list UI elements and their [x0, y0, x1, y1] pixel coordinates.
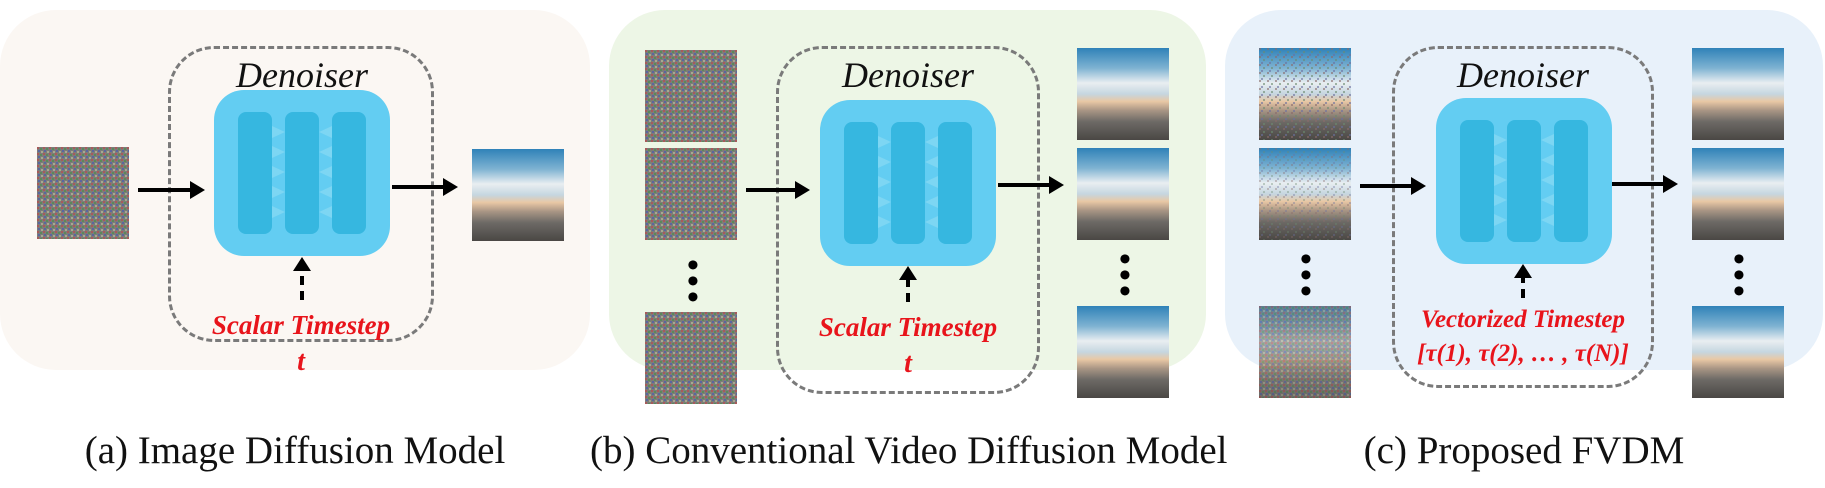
- ellipsis-vertical-icon: • • •: [1119, 241, 1131, 310]
- denoiser-box-c: [1392, 46, 1654, 388]
- denoiser-label-a: Denoiser: [236, 55, 368, 95]
- partially-noised-frame: [1259, 306, 1351, 398]
- output-frame: [1077, 306, 1169, 398]
- output-frame: [472, 149, 564, 241]
- unet-icon: [1460, 120, 1588, 242]
- partially-noised-frame: [1259, 148, 1351, 240]
- denoiser-label-b: Denoiser: [842, 55, 974, 95]
- timestep-symbol-b: t: [904, 348, 912, 379]
- timestep-symbol-a: t: [297, 346, 305, 377]
- output-frame: [1077, 148, 1169, 240]
- denoiser-box-b: [776, 46, 1040, 394]
- caption-a: (a) Image Diffusion Model: [84, 429, 506, 472]
- output-frame: [1692, 148, 1784, 240]
- output-frame: [1692, 306, 1784, 398]
- timestep-label-b: Scalar Timestep: [818, 312, 998, 342]
- output-frame: [1077, 48, 1169, 140]
- timestep-label-c: Vectorized Timestep: [1421, 306, 1625, 333]
- denoiser-label-c: Denoiser: [1457, 55, 1589, 95]
- ellipsis-vertical-icon: • • •: [1300, 241, 1312, 310]
- partially-noised-frame: [1259, 48, 1351, 140]
- caption-b: (b) Conventional Video Diffusion Model: [590, 429, 1228, 472]
- ellipsis-vertical-icon: • • •: [1733, 241, 1745, 310]
- unet-icon: [238, 112, 366, 234]
- noise-frame: [645, 148, 737, 240]
- unet-block-b: [820, 100, 996, 266]
- timestep-label-a: Scalar Timestep: [211, 310, 391, 340]
- noise-frame: [37, 147, 129, 239]
- noise-frame: [645, 50, 737, 142]
- denoiser-box-a: [168, 46, 434, 342]
- ellipsis-vertical-icon: • • •: [687, 247, 699, 316]
- timestep-vector-c: [τ(1), τ(2), … , τ(N)]: [1417, 340, 1629, 367]
- noise-frame: [645, 312, 737, 404]
- output-frame: [1692, 48, 1784, 140]
- unet-icon: [844, 122, 972, 244]
- caption-c: (c) Proposed FVDM: [1363, 429, 1685, 472]
- unet-block-a: [214, 90, 390, 256]
- unet-block-c: [1436, 98, 1612, 264]
